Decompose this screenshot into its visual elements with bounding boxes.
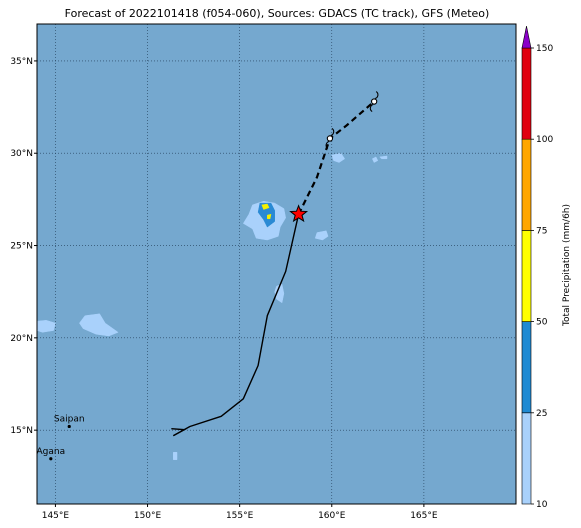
colorbar-segment (521, 230, 532, 322)
cyclone-arm-top (330, 128, 335, 136)
lat-tick-label: 15°N (10, 426, 33, 436)
precip-area (173, 452, 178, 460)
map-title: Forecast of 2022101418 (f054-060), Sourc… (65, 7, 490, 20)
colorbar-tick-label: 10 (536, 500, 548, 510)
lat-tick-label: 20°N (10, 334, 33, 344)
colorbar-segment (521, 47, 532, 140)
colorbar-tick-label: 100 (536, 135, 553, 145)
cyclone-track (171, 91, 379, 437)
colorbar-tick-label: 150 (536, 44, 553, 54)
precip-area (79, 313, 119, 337)
lon-tick-label: 155°E (226, 511, 254, 521)
map-area: Saipan Agana 145°E 150°E 155°E 160°E 165°E 15°… (10, 23, 517, 521)
colorbar-tick-label: 25 (536, 409, 547, 419)
precip-area (267, 213, 272, 220)
lat-tick-label: 25°N (10, 242, 33, 252)
precipitation-layer (37, 152, 388, 460)
precipitation-colorbar: 10 25 50 75 100 150 Total Precipitation (mm/6… (521, 25, 572, 510)
colorbar-ticks: 10 25 50 75 100 150 (531, 44, 553, 510)
track-start-hook (171, 427, 187, 437)
colorbar-tick-label: 75 (536, 226, 547, 236)
precip-area (261, 203, 270, 210)
cyclone-arm-top (374, 91, 379, 100)
star-icon (289, 204, 309, 223)
colorbar-segments (521, 25, 532, 505)
place-labels: Saipan Agana (37, 414, 85, 461)
lon-tick-label: 165°E (410, 511, 438, 521)
place-dot (49, 457, 53, 461)
place-label: Agana (37, 447, 66, 457)
precip-area (379, 155, 388, 160)
cyclone-icon (369, 91, 379, 112)
axis-ticks: 145°E 150°E 155°E 160°E 165°E 15°N 20°N 25°N 30°… (10, 57, 438, 521)
precip-area (331, 152, 345, 163)
colorbar-tick-label: 50 (536, 318, 548, 328)
lon-tick-label: 145°E (42, 511, 70, 521)
cyclone-arm-bottom (325, 140, 330, 149)
colorbar-segment (521, 321, 532, 414)
ocean-background (37, 24, 516, 504)
precip-area (372, 156, 379, 163)
colorbar-extend-arrow (521, 25, 532, 49)
precip-area (37, 320, 56, 333)
colorbar-segment (521, 412, 532, 505)
colorbar-label: Total Precipitation (mm/6h) (562, 204, 572, 327)
cyclone-eye (326, 135, 334, 142)
place-dot (67, 424, 71, 429)
cyclone-arm-bottom (369, 104, 374, 112)
place-label: Saipan (54, 414, 85, 424)
lat-tick-label: 35°N (10, 57, 33, 67)
cyclone-eye (370, 98, 378, 105)
colorbar-segment (521, 138, 532, 231)
precip-area (314, 230, 329, 241)
map-frame (36, 23, 517, 505)
lon-tick-label: 160°E (318, 511, 346, 521)
lat-tick-label: 30°N (10, 149, 33, 159)
precip-area (257, 202, 275, 228)
lon-tick-label: 150°E (134, 511, 162, 521)
observed-track-line (172, 214, 300, 437)
cyclone-icon (325, 128, 335, 149)
precip-area (274, 284, 285, 304)
gridlines (37, 24, 516, 504)
